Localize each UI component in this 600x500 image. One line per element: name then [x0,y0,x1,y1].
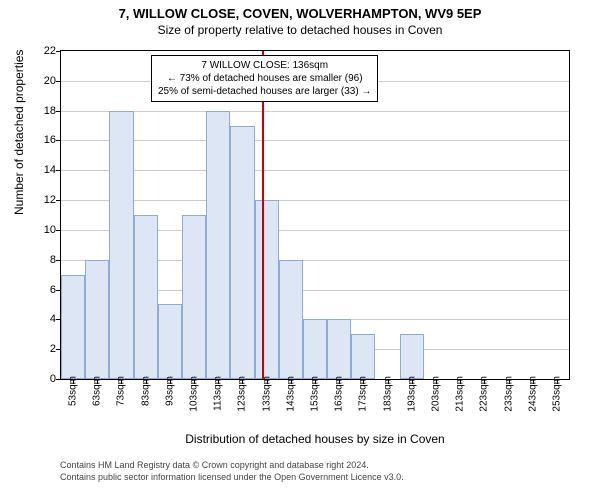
y-tick-label: 2 [31,343,56,355]
x-tick-mark [218,379,219,384]
x-tick-mark [557,379,558,384]
x-tick-mark [97,379,98,384]
y-tick-label: 14 [31,164,56,176]
footer-line-1: Contains HM Land Registry data © Crown c… [60,460,570,472]
y-tick-label: 20 [31,75,56,87]
plot-area: 024681012141618202253sqm63sqm73sqm83sqm9… [60,50,570,380]
histogram-bar [279,260,303,379]
x-tick-mark [388,379,389,384]
y-tick-mark [56,140,61,141]
y-tick-label: 18 [31,105,56,117]
histogram-bar [327,319,351,379]
x-tick-mark [170,379,171,384]
y-tick-mark [56,200,61,201]
y-tick-mark [56,379,61,380]
x-axis-label: Distribution of detached houses by size … [60,432,570,446]
histogram-bar [158,304,182,379]
x-tick-mark [339,379,340,384]
annotation-line: ← 73% of detached houses are smaller (96… [158,72,371,85]
x-tick-mark [267,379,268,384]
x-tick-mark [509,379,510,384]
y-tick-label: 22 [31,45,56,57]
y-tick-label: 16 [31,134,56,146]
chart-subtitle: Size of property relative to detached ho… [0,21,600,37]
y-axis-label: Number of detached properties [12,50,26,215]
x-tick-mark [436,379,437,384]
x-tick-mark [121,379,122,384]
histogram-bar [351,334,375,379]
y-tick-mark [56,260,61,261]
chart-title: 7, WILLOW CLOSE, COVEN, WOLVERHAMPTON, W… [0,0,600,21]
x-tick-mark [146,379,147,384]
histogram-bar [61,275,85,379]
annotation-line: 25% of semi-detached houses are larger (… [158,85,371,98]
y-tick-mark [56,51,61,52]
histogram-bar [230,126,254,379]
histogram-bar [255,200,279,379]
gridline [61,111,569,112]
footer-attribution: Contains HM Land Registry data © Crown c… [60,460,570,483]
x-tick-mark [460,379,461,384]
annotation-box: 7 WILLOW CLOSE: 136sqm← 73% of detached … [151,55,378,102]
footer-line-2: Contains public sector information licen… [60,472,570,484]
y-tick-mark [56,81,61,82]
gridline [61,170,569,171]
y-tick-label: 6 [31,284,56,296]
x-tick-mark [533,379,534,384]
y-tick-mark [56,230,61,231]
histogram-bar [109,111,133,379]
y-tick-label: 12 [31,194,56,206]
x-tick-mark [363,379,364,384]
histogram-bar [206,111,230,379]
y-tick-mark [56,111,61,112]
y-tick-label: 10 [31,224,56,236]
gridline [61,140,569,141]
x-tick-mark [412,379,413,384]
x-tick-mark [315,379,316,384]
histogram-bar [85,260,109,379]
histogram-bar [182,215,206,379]
histogram-bar [134,215,158,379]
gridline [61,200,569,201]
histogram-bar [400,334,424,379]
y-tick-label: 0 [31,373,56,385]
histogram-bar [303,319,327,379]
y-tick-label: 4 [31,313,56,325]
y-tick-mark [56,170,61,171]
y-tick-label: 8 [31,254,56,266]
x-tick-mark [484,379,485,384]
x-tick-mark [73,379,74,384]
x-tick-mark [291,379,292,384]
annotation-line: 7 WILLOW CLOSE: 136sqm [158,59,371,72]
x-tick-mark [242,379,243,384]
x-tick-mark [194,379,195,384]
